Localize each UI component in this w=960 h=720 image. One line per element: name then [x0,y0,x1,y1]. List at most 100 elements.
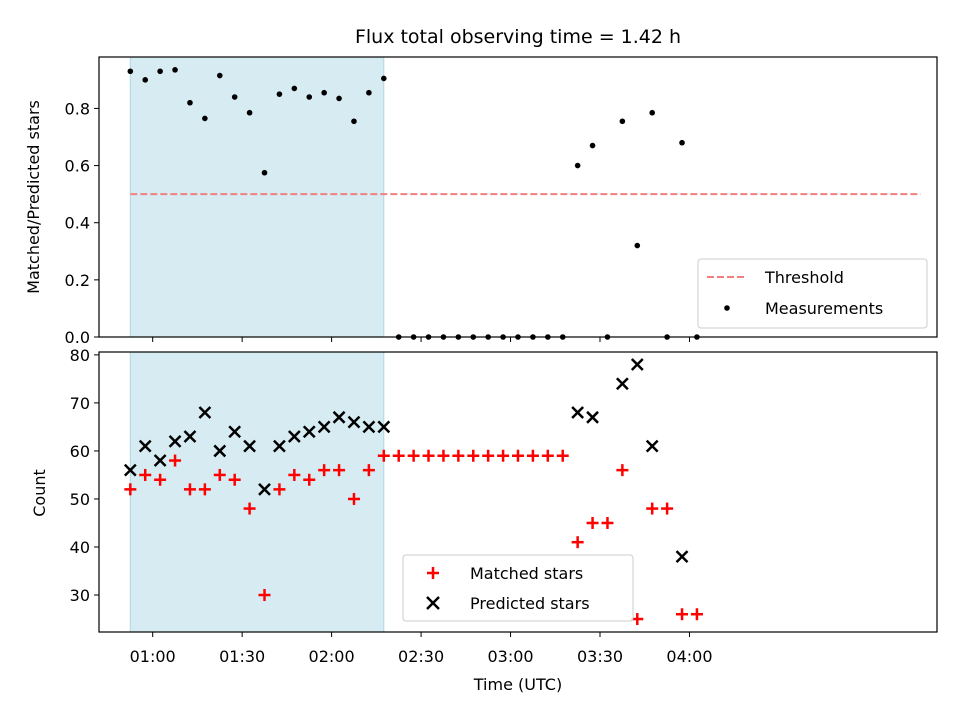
measurement-point [336,95,342,102]
count-panel-frame [98,351,938,633]
measurement-point [679,139,685,146]
predicted-point [362,420,376,434]
count-panel: 30 40 50 60 70 80 01:00 01:30 02:00 02:30 03:00 03… [30,346,938,694]
predicted-point [213,444,227,458]
matched-point [377,449,390,462]
matched-point [452,449,465,462]
matched-point [318,464,331,477]
matched-point [646,502,659,515]
matched-point [437,449,450,462]
y-tick-label: 50 [70,490,90,509]
matched-point [601,516,614,529]
measurement-point [619,118,626,125]
matched-point [333,464,346,477]
ratio-y-ticks: 0.0 0.2 0.4 0.6 0.8 [65,99,99,347]
measurement-point [589,142,596,149]
count-y-axis-label: Count [30,469,49,517]
predicted-point [273,439,286,453]
matched-point [512,449,524,462]
x-tick-label: 03:30 [577,647,623,666]
matched-point [541,449,554,462]
predicted-stars-points [123,358,689,563]
predicted-point [168,434,182,448]
chart-title: Flux total observing time = 1.42 h [355,26,681,48]
matched-point [482,449,495,462]
matched-point [243,502,256,515]
measurement-point [216,72,223,79]
measurement-point [306,94,313,100]
ratio-legend: Threshold Measurements [697,258,928,329]
predicted-legend-swatch [426,596,440,610]
predicted-point [347,415,361,429]
matched-point [362,464,375,477]
matched-point [616,464,629,477]
predicted-point [302,425,316,439]
shaded-region [129,56,385,338]
matched-point [571,536,584,549]
measurement-points [127,67,700,340]
matched-point [661,502,674,515]
measurement-point [649,109,655,116]
x-tick-label: 02:30 [398,647,444,666]
matched-point [213,468,226,481]
matched-point [422,449,435,462]
predicted-point [243,439,256,453]
measurement-point [172,67,178,73]
measurement-point [142,77,149,83]
matched-point [228,473,241,486]
matched-point [258,589,271,602]
matched-point [273,483,286,496]
matched-point [303,473,316,486]
predicted-legend-label: Predicted stars [470,594,590,613]
x-tick-label: 01:00 [130,647,176,666]
predicted-point [153,454,167,467]
ratio-legend-box [697,258,928,329]
x-tick-label: 03:00 [487,647,533,666]
observing-window-shade-top [129,56,385,338]
y-tick-label: 0.0 [65,328,90,347]
measurement-point [231,94,238,100]
count-x-axis-label: Time (UTC) [473,675,562,694]
predicted-point [287,430,301,443]
measurement-point [366,89,372,96]
matched-point [288,468,301,481]
matched-legend-label: Matched stars [470,564,583,583]
ratio-y-axis-label: Matched/Predicted stars [24,100,43,294]
matched-point [183,483,196,496]
shaded-region [129,351,385,633]
ratio-panel-frame [98,56,938,338]
measurement-point [291,85,298,92]
measurement-point [246,109,253,116]
measurement-point [276,91,283,97]
observing-window-shade-bottom [129,351,385,633]
y-tick-label: 30 [70,586,90,605]
matched-point [392,449,405,462]
measurements-legend-swatch [724,305,730,311]
measurement-point [574,162,581,169]
matched-point [467,449,480,462]
predicted-point [645,439,659,453]
matched-point [139,468,152,481]
matched-point [556,449,569,462]
matched-legend-swatch [427,567,439,579]
predicted-point [317,420,331,434]
measurement-point [187,99,193,106]
y-tick-label: 0.4 [65,214,90,233]
predicted-point [675,550,689,563]
y-tick-label: 0.8 [65,99,90,118]
matched-point [497,449,510,462]
y-tick-label: 0.2 [65,271,90,290]
y-tick-label: 40 [70,538,90,557]
measurement-point [157,68,163,75]
matched-point [407,449,420,462]
predicted-point [332,410,346,424]
y-tick-label: 60 [70,442,90,461]
measurement-point [634,242,641,249]
ratio-x-ticks [152,337,690,342]
x-tick-label: 01:30 [219,647,265,666]
measurement-point [127,68,134,75]
measurement-point [381,75,387,82]
count-y-ticks: 30 40 50 60 70 80 [70,346,99,605]
matched-point [347,492,360,505]
predicted-point [138,439,152,453]
